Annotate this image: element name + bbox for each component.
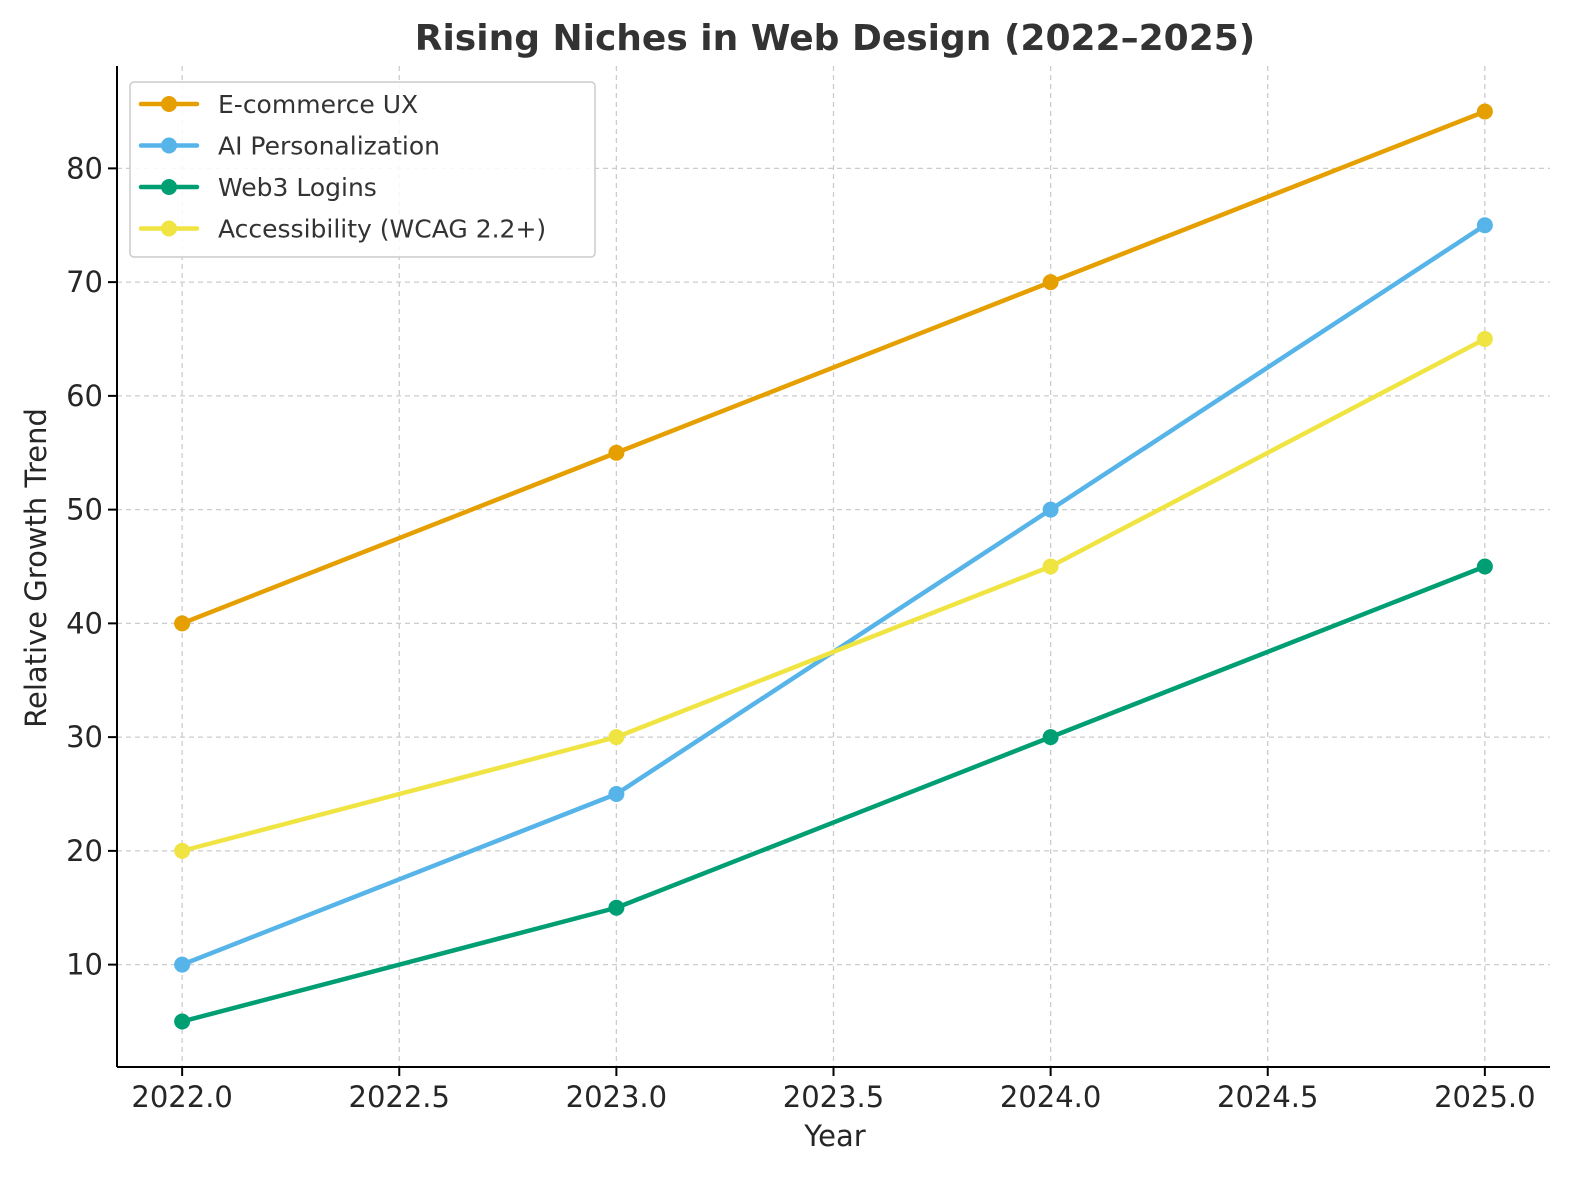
data-point — [1476, 217, 1493, 234]
data-point — [174, 1013, 191, 1030]
legend-marker — [161, 220, 177, 237]
data-point — [1042, 558, 1059, 575]
legend-marker — [161, 137, 177, 154]
series-3 — [174, 331, 1493, 859]
data-point — [174, 956, 191, 973]
data-point — [1042, 729, 1059, 746]
legend-box — [129, 81, 596, 258]
data-point — [608, 729, 625, 746]
y-tick-label: 10 — [66, 948, 103, 982]
series-line — [179, 336, 1488, 854]
data-point — [1042, 274, 1059, 291]
x-tick-label: 2023.0 — [566, 1080, 667, 1114]
series-line — [179, 109, 1488, 626]
y-tick-label: 80 — [66, 151, 103, 185]
data-point — [174, 842, 191, 859]
data-point — [174, 615, 191, 632]
legend-label: Web3 Logins — [218, 173, 377, 202]
x-tick-label: 2023.5 — [783, 1080, 884, 1114]
y-tick-label: 40 — [66, 606, 103, 640]
x-tick-label: 2025.0 — [1434, 1080, 1535, 1114]
legend-marker — [161, 96, 177, 112]
x-tick-label: 2024.0 — [1000, 1080, 1101, 1114]
series-0 — [174, 103, 1493, 632]
legend-item: Web3 Logins — [138, 173, 377, 202]
legend-label: E-commerce UX — [218, 90, 418, 119]
legend-label: AI Personalization — [218, 132, 440, 161]
data-point — [608, 786, 625, 802]
legend-item: AI Personalization — [138, 132, 440, 161]
y-tick-label: 50 — [66, 493, 103, 527]
data-point — [1476, 558, 1493, 575]
legend: E-commerce UX AI Personalization Web3 Logi… — [129, 81, 596, 258]
data-point — [1476, 331, 1493, 347]
legend-items: E-commerce UX AI Personalization Web3 Logi… — [138, 90, 546, 244]
x-tick-label: 2022.5 — [349, 1080, 450, 1114]
x-tick-label: 2022.0 — [131, 1080, 232, 1114]
y-tick-label: 60 — [66, 379, 103, 413]
data-point — [1476, 103, 1493, 120]
data-point — [1042, 501, 1059, 518]
x-axis-ticks: 2022.0 2022.5 2023.0 2023.5 2024.0 2024.5 2025… — [131, 1067, 1536, 1114]
legend-label: Accessibility (WCAG 2.2+) — [218, 215, 546, 244]
y-axis-label: Relative Growth Trend — [19, 408, 53, 728]
legend-item: E-commerce UX — [138, 90, 418, 119]
series-lines — [174, 103, 1493, 1030]
y-tick-label: 20 — [66, 834, 103, 868]
x-axis-label: Year — [803, 1119, 865, 1153]
chart-title: Rising Niches in Web Design (2022–2025) — [415, 18, 1256, 59]
data-point — [608, 444, 625, 461]
legend-item: Accessibility (WCAG 2.2+) — [138, 215, 546, 244]
series-line — [179, 564, 1488, 1024]
legend-marker — [161, 179, 177, 195]
series-2 — [174, 558, 1493, 1030]
x-tick-label: 2024.5 — [1217, 1080, 1318, 1114]
y-axis-ticks: 10 20 30 40 50 60 70 80 — [66, 151, 117, 982]
y-tick-label: 70 — [66, 265, 103, 299]
data-point — [608, 899, 625, 916]
y-tick-label: 30 — [66, 720, 103, 754]
